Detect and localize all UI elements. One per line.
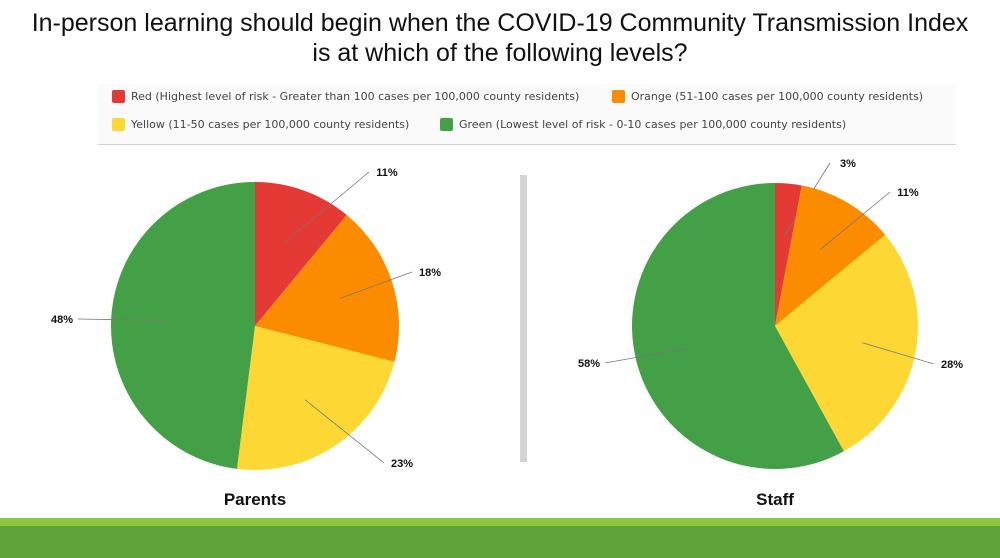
staff-pie: 3% 11% 28% 58% Staff bbox=[578, 158, 963, 509]
staff-slice-yellow bbox=[775, 234, 918, 452]
staff-label-green: 58% bbox=[578, 358, 600, 370]
staff-label-orange: 11% bbox=[897, 187, 919, 199]
parents-pie: 11% 18% 23% 48% Parents bbox=[51, 167, 441, 509]
parents-leader-yellow bbox=[304, 399, 385, 464]
footer-band-dark bbox=[0, 526, 1000, 558]
legend-label-orange: Orange (51-100 cases per 100,000 county … bbox=[631, 90, 924, 103]
parents-label-red: 11% bbox=[376, 167, 398, 179]
legend-label-red: Red (Highest level of risk - Greater tha… bbox=[131, 90, 580, 103]
chart-title-line-1: In-person learning should begin when the… bbox=[31, 9, 969, 37]
parents-slice-red bbox=[255, 182, 347, 326]
chart-divider bbox=[520, 175, 527, 462]
parents-slice-orange bbox=[255, 215, 399, 362]
parents-label-green: 48% bbox=[51, 314, 73, 326]
chart-title-line-2: is at which of the following levels? bbox=[312, 39, 688, 67]
staff-label-yellow: 28% bbox=[941, 359, 963, 371]
parents-label-orange: 18% bbox=[419, 267, 441, 279]
legend-item-red: Red (Highest level of risk - Greater tha… bbox=[112, 90, 579, 103]
legend-item-yellow: Yellow (11-50 cases per 100,000 county r… bbox=[112, 118, 409, 131]
parents-leader-green bbox=[77, 318, 166, 321]
staff-label-red: 3% bbox=[840, 158, 856, 170]
parents-leader-red bbox=[284, 171, 370, 243]
parents-slice-yellow bbox=[236, 326, 395, 470]
parents-leader-orange bbox=[339, 271, 413, 299]
parents-slice-green bbox=[110, 182, 256, 469]
staff-leader-orange bbox=[819, 191, 891, 250]
staff-leader-yellow bbox=[861, 342, 935, 365]
staff-leader-green bbox=[604, 347, 690, 364]
legend-swatch-red bbox=[112, 90, 125, 103]
legend-swatch-orange bbox=[612, 90, 625, 103]
parents-label-yellow: 23% bbox=[391, 458, 413, 470]
legend-label-green: Green (Lowest level of risk - 0-10 cases… bbox=[459, 118, 847, 131]
chart-title: In-person learning should begin when the… bbox=[0, 8, 1000, 68]
parents-pie-title: Parents bbox=[224, 490, 286, 509]
footer-band-light bbox=[0, 518, 1000, 526]
legend: Red (Highest level of risk - Greater tha… bbox=[98, 84, 956, 145]
staff-pie-title: Staff bbox=[756, 490, 794, 509]
legend-item-green: Green (Lowest level of risk - 0-10 cases… bbox=[440, 118, 846, 131]
legend-swatch-green bbox=[440, 118, 453, 131]
legend-swatch-yellow bbox=[112, 118, 125, 131]
staff-slice-green bbox=[631, 183, 844, 469]
legend-item-orange: Orange (51-100 cases per 100,000 county … bbox=[612, 90, 923, 103]
staff-slice-orange bbox=[775, 185, 886, 326]
legend-label-yellow: Yellow (11-50 cases per 100,000 county r… bbox=[131, 118, 410, 131]
